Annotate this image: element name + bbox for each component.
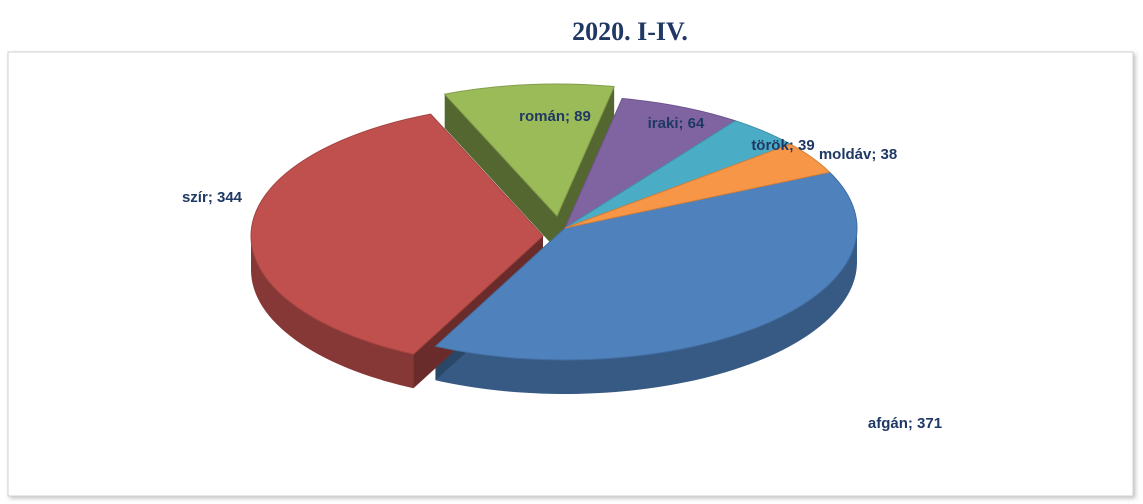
slice: afgán xyxy=(434,171,858,361)
data-label: afgán; 371 xyxy=(868,415,942,432)
pie: afgánszírrománirakitörökmoldáv xyxy=(250,83,858,394)
data-label: szír; 344 xyxy=(182,189,243,206)
slice-side xyxy=(251,236,414,389)
data-label: iraki; 64 xyxy=(648,115,705,132)
data-label: román; 89 xyxy=(519,108,591,125)
slice-side xyxy=(435,228,857,394)
slice: iraki xyxy=(563,98,737,230)
chart-title: 2020. I-IV. xyxy=(572,17,688,46)
slice-wall xyxy=(557,86,615,250)
data-label: török; 39 xyxy=(751,137,814,154)
labels: afgán; 371 szír; 344 román; 89 iraki; 64 tör… xyxy=(182,108,942,432)
data-label: moldáv; 38 xyxy=(819,146,897,163)
slice: szír xyxy=(250,113,544,355)
slice: román xyxy=(443,83,615,217)
slice: moldáv xyxy=(564,143,831,229)
slice-wall xyxy=(444,94,557,250)
